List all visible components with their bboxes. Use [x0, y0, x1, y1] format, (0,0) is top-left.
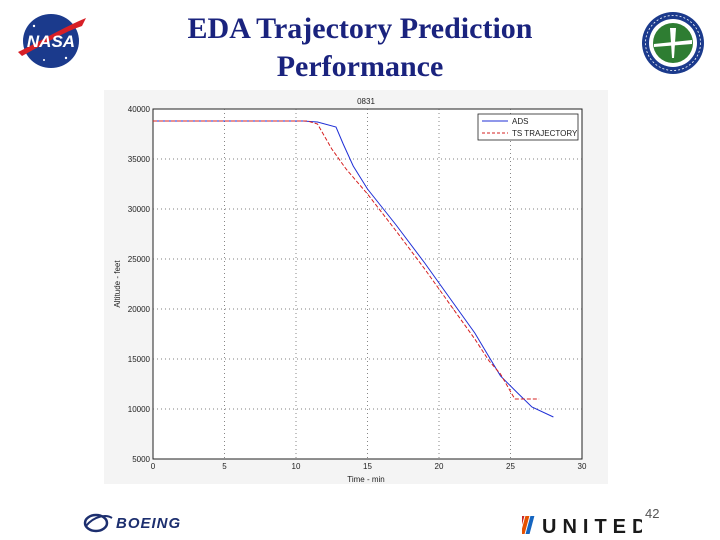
altitude-chart: 0831 0 5 10 15 20 25 30 5000 10000 15000 20000 2500… [113, 97, 587, 484]
y-tick-label: 35000 [128, 155, 151, 164]
y-tick-label: 15000 [128, 355, 151, 364]
chart-panel: 0831 0 5 10 15 20 25 30 5000 10000 15000 20000 2500… [104, 90, 608, 484]
y-axis-label: Altitude - feet [113, 260, 122, 308]
slide-title: EDA Trajectory Prediction Performance [187, 12, 533, 83]
y-tick-label: 20000 [128, 305, 151, 314]
legend-label-ts: TS TRAJECTORY [512, 129, 578, 138]
nasa-logo: NASA [18, 14, 86, 68]
y-tick-label: 40000 [128, 105, 151, 114]
boeing-logo: BOEING [83, 513, 181, 533]
legend-label-ads: ADS [512, 117, 528, 126]
united-logo-text: UNITED [542, 516, 642, 538]
y-tick-label: 5000 [132, 455, 150, 464]
chart-legend: ADS TS TRAJECTORY [477, 113, 579, 141]
united-logo: UNITED [522, 516, 642, 538]
x-tick-label: 10 [292, 462, 301, 471]
x-tick-label: 30 [578, 462, 587, 471]
page-number: 42 [645, 506, 660, 521]
x-tick-label: 15 [363, 462, 372, 471]
united-tulip-icon [522, 516, 535, 534]
x-axis-label: Time - min [347, 475, 384, 484]
boeing-logo-text: BOEING [116, 515, 181, 532]
x-tick-label: 25 [506, 462, 515, 471]
x-tick-label: 5 [222, 462, 227, 471]
series-line-ts-trajectory [153, 120, 540, 400]
x-tick-label: 20 [435, 462, 444, 471]
series-line-ads [153, 120, 554, 418]
nasa-logo-text: NASA [27, 32, 75, 51]
chart-title: 0831 [357, 97, 375, 106]
y-tick-label: 30000 [128, 205, 151, 214]
x-tick-label: 0 [151, 462, 156, 471]
y-tick-label: 25000 [128, 255, 151, 264]
y-tick-label: 10000 [128, 405, 151, 414]
faa-emblem-icon [642, 12, 704, 74]
